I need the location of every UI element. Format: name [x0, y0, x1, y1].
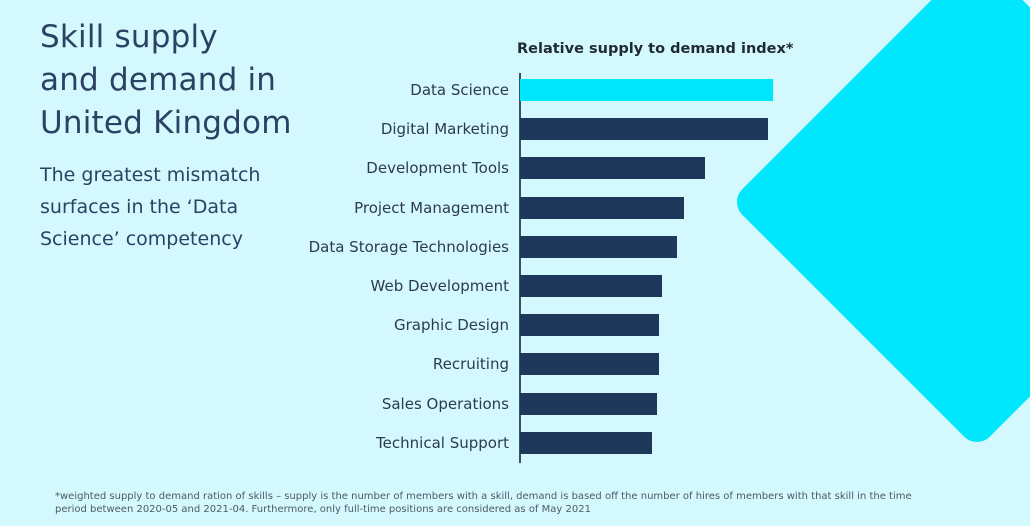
bar-technical-support — [520, 431, 652, 454]
bar-development-tools — [520, 157, 705, 180]
page-subtitle: The greatest mismatch surfaces in the ‘D… — [40, 159, 290, 255]
subtitle-line: The greatest mismatch — [40, 164, 261, 186]
title-line: Skill supply — [40, 19, 218, 55]
chart-title: Relative supply to demand index* — [517, 41, 794, 57]
bar-data-science — [520, 79, 773, 101]
subtitle-line: Science’ competency — [40, 228, 243, 250]
bar-label: Graphic Design — [394, 316, 509, 335]
bar-graphic-design — [520, 314, 659, 337]
bar-digital-marketing — [520, 118, 768, 141]
bar-sales-operations — [520, 392, 657, 415]
bar-data-storage-technologies — [520, 235, 677, 258]
title-line: United Kingdom — [40, 105, 292, 141]
bar-label: Sales Operations — [381, 394, 509, 413]
footnote-line: period between 2020-05 and 2021-04. Furt… — [55, 504, 591, 515]
bar-label: Digital Marketing — [380, 120, 509, 139]
bar-web-development — [520, 275, 662, 297]
decorative-diamond-shape — [729, 0, 1030, 450]
bar-project-management — [520, 196, 684, 219]
title-line: and demand in — [40, 62, 277, 98]
page-title: Skill supply and demand in United Kingdo… — [40, 16, 292, 145]
bar-label: Web Development — [370, 277, 509, 295]
bar-label: Data Science — [410, 81, 509, 99]
y-axis-line — [519, 73, 521, 463]
footnote: *weighted supply to demand ration of ski… — [55, 490, 975, 516]
footnote-line: *weighted supply to demand ration of ski… — [55, 491, 912, 502]
bar-label: Development Tools — [366, 159, 509, 178]
subtitle-line: surfaces in the ‘Data — [40, 196, 239, 218]
bar-label: Technical Support — [376, 433, 509, 452]
bar-recruiting — [520, 353, 659, 376]
bar-label: Recruiting — [432, 355, 509, 374]
bar-label: Data Storage Technologies — [308, 237, 509, 256]
bar-label: Project Management — [354, 198, 509, 217]
